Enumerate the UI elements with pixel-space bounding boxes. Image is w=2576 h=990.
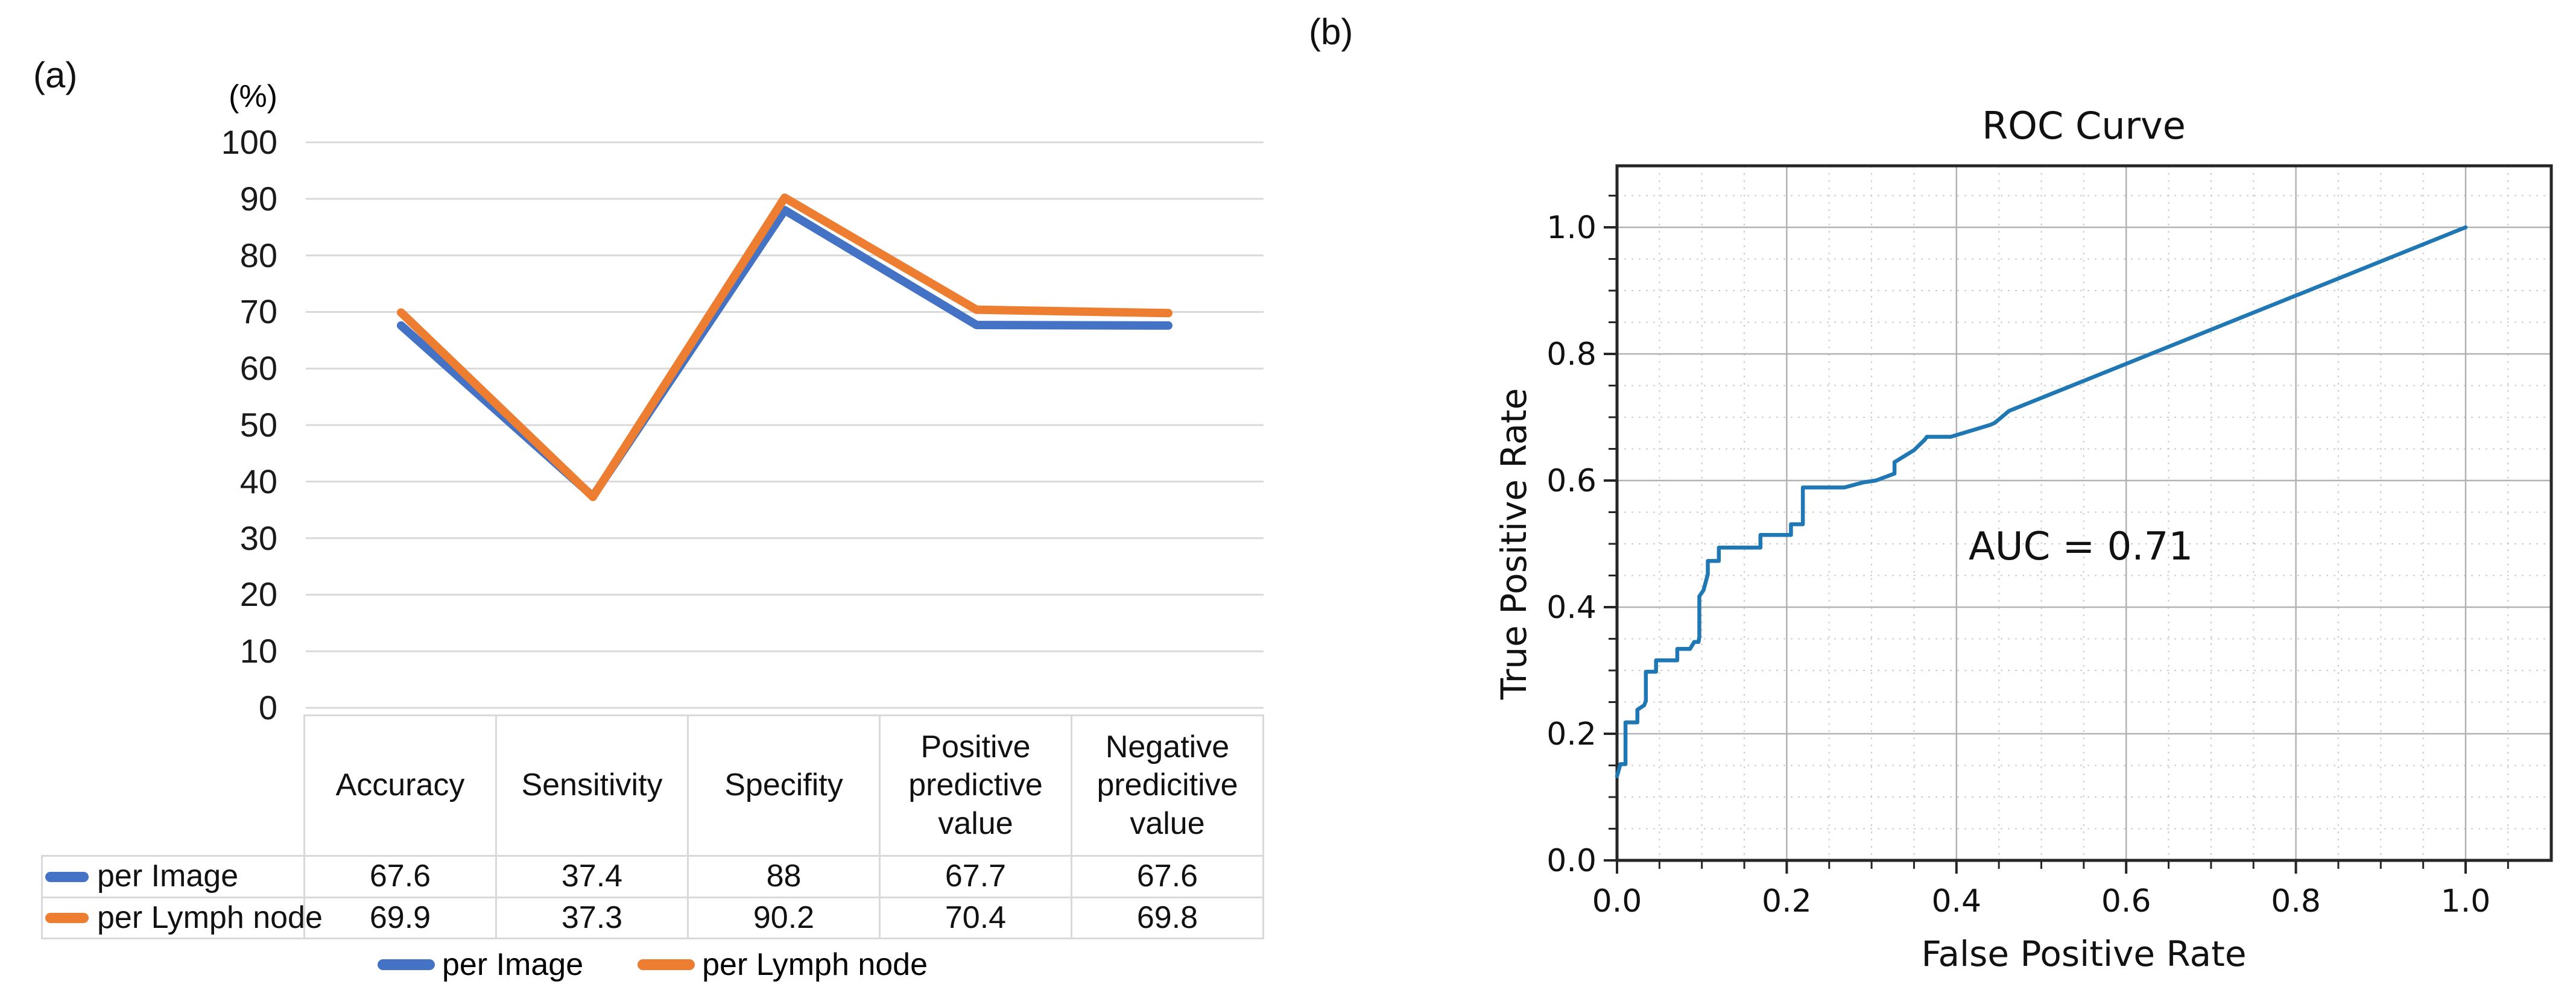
roc-y-axis-label: True Positive Rate bbox=[1493, 388, 1534, 701]
y-axis-tick-label: 90 bbox=[239, 179, 277, 218]
table-header-cell: Accuracy bbox=[305, 714, 497, 857]
table-value-cell: 37.4 bbox=[497, 857, 689, 898]
legend-item: per Image bbox=[377, 947, 584, 983]
y-axis-tick-label: 100 bbox=[221, 123, 277, 161]
table-value-cell: 90.2 bbox=[689, 898, 881, 939]
table-value-cell: 88 bbox=[689, 857, 881, 898]
roc-x-axis-label: False Positive Rate bbox=[1921, 933, 2246, 974]
roc-y-tick-label: 0.8 bbox=[1546, 336, 1597, 373]
legend-item: per Lymph node bbox=[638, 947, 928, 983]
roc-tick-labels: 0.0 0.2 0.4 0.6 0.8 1.0 0.0 0.2 0.4 0.6 0.8 1.0 bbox=[1546, 210, 2490, 919]
roc-x-tick-label: 0.6 bbox=[2101, 883, 2151, 919]
table-header-cell: Negative predicitive value bbox=[1072, 714, 1264, 857]
series-name-label: per Lymph node bbox=[97, 900, 323, 935]
table-header-cell: Sensitivity bbox=[497, 714, 689, 857]
roc-curve-plot: 0.0 0.2 0.4 0.6 0.8 1.0 0.0 0.2 0.4 0.6 0.8 1.0 ROC… bbox=[1493, 104, 2553, 974]
table-value-cell: 67.6 bbox=[1072, 857, 1264, 898]
table-header-cell: Specifity bbox=[689, 714, 881, 857]
table-value-cell: 69.9 bbox=[305, 898, 497, 939]
panel-a-label: (a) bbox=[33, 55, 78, 95]
y-axis-tick-label: 40 bbox=[239, 462, 277, 500]
roc-y-tick-label: 0.0 bbox=[1546, 843, 1597, 879]
series-swatch-icon bbox=[45, 871, 89, 882]
y-axis-tick-label: 80 bbox=[239, 236, 277, 274]
roc-y-tick-label: 0.4 bbox=[1546, 590, 1597, 626]
roc-x-tick-label: 0.4 bbox=[1931, 883, 1981, 919]
y-axis-tick-label: 10 bbox=[239, 632, 277, 670]
legend-label: per Image bbox=[441, 947, 584, 982]
series-line-per-Image bbox=[397, 206, 1172, 501]
legend-line-icon bbox=[377, 959, 435, 970]
y-axis-tick-label: 20 bbox=[239, 575, 277, 614]
roc-major-gridlines bbox=[1617, 166, 2551, 860]
table-header-cell: Positive predictive value bbox=[881, 714, 1072, 857]
y-axis-tick-label: 50 bbox=[239, 406, 277, 444]
metrics-line-chart bbox=[306, 141, 1264, 709]
roc-curve-line bbox=[1615, 225, 2468, 778]
series-swatch-icon bbox=[45, 913, 89, 923]
roc-plot-border bbox=[1615, 164, 2553, 862]
series-line-per-Lymph-node bbox=[397, 193, 1172, 502]
table-value-cell: 70.4 bbox=[881, 898, 1072, 939]
roc-y-tick-label: 0.6 bbox=[1546, 463, 1597, 499]
table-row-header: per Lymph node bbox=[41, 898, 323, 939]
roc-minor-gridlines bbox=[1617, 166, 2551, 860]
table-value-cell: 67.7 bbox=[881, 857, 1072, 898]
metrics-data-table: Accuracy Sensitivity Specifity Positive pre… bbox=[41, 714, 1264, 939]
table-value-cell: 67.6 bbox=[305, 857, 497, 898]
y-axis-tick-label: 30 bbox=[239, 519, 277, 557]
table-value-cell: 37.3 bbox=[497, 898, 689, 939]
y-axis-tick-label: 70 bbox=[239, 292, 277, 331]
roc-y-tick-label: 0.2 bbox=[1546, 716, 1597, 752]
percent-axis-unit-label: (%) bbox=[229, 79, 277, 114]
table-value-cell: 69.8 bbox=[1072, 898, 1264, 939]
auc-annotation: AUC = 0.71 bbox=[1969, 525, 2193, 569]
legend-line-icon bbox=[638, 959, 695, 970]
y-axis-tick-label: 0 bbox=[258, 689, 277, 727]
roc-x-tick-label: 0.2 bbox=[1762, 883, 1812, 919]
line-chart-legend: per Image per Lymph node bbox=[41, 944, 1264, 986]
y-axis-tick-label: 60 bbox=[239, 349, 277, 388]
roc-title: ROC Curve bbox=[1982, 104, 2186, 148]
roc-y-tick-label: 1.0 bbox=[1546, 210, 1597, 246]
table-row-header: per Image bbox=[41, 857, 305, 898]
roc-x-tick-label: 0.8 bbox=[2271, 883, 2321, 919]
table-corner-cell bbox=[41, 714, 305, 857]
panel-b-label: (b) bbox=[1309, 11, 1353, 52]
roc-x-tick-label: 0.0 bbox=[1592, 883, 1642, 919]
roc-x-tick-label: 1.0 bbox=[2441, 883, 2491, 919]
legend-label: per Lymph node bbox=[702, 947, 928, 982]
series-name-label: per Image bbox=[97, 859, 239, 894]
